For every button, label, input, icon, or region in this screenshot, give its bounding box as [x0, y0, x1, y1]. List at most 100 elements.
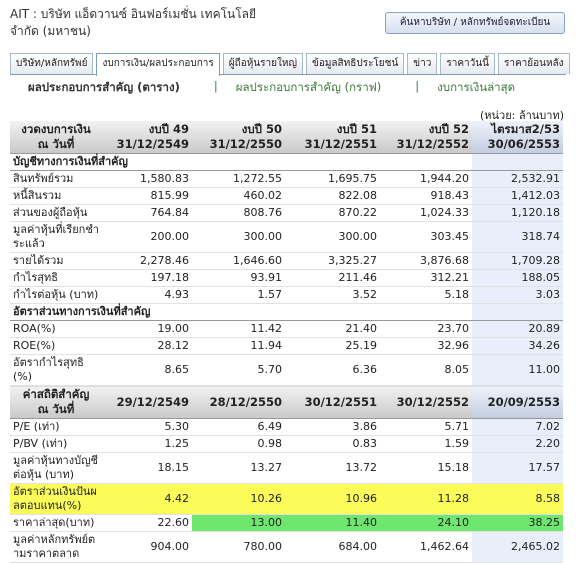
header-text: 20/09/2553 — [487, 394, 560, 409]
cell-value: 6.36 — [285, 354, 380, 386]
cell-value: 11.42 — [192, 320, 285, 338]
cell-value: 17.57 — [472, 452, 563, 484]
row-label: อัตรากำไรสุทธิ(%) — [10, 354, 102, 386]
company-title: AIT : บริษัท แอ็ดวานซ์ อินฟอร์เมชั่น เทค… — [10, 6, 256, 40]
tab[interactable]: ข้อมูลสิทธิประโยชน์ — [305, 53, 405, 74]
data-row: P/E (เท่า) 5.30 6.49 3.86 5.71 7.02 — [10, 418, 563, 436]
tab[interactable]: ข่าว — [407, 53, 438, 74]
data-row: รายได้รวม 2,278.46 1,646.60 3,325.27 3,876.6… — [10, 252, 563, 270]
cell-value: 870.22 — [285, 204, 380, 222]
header-cell: งบปี 51 31/12/2551 — [285, 121, 380, 154]
tab[interactable]: บริษัท/หลักทรัพย์ — [10, 53, 94, 74]
cell-value: 20.89 — [472, 320, 563, 338]
data-row: มูลค่าหุ้นที่เรียกชำระแล้ว 200.00 300.00 30… — [10, 221, 563, 253]
group-title: บัญชีทางการเงินที่สำคัญ — [10, 153, 472, 171]
cell-value: 460.02 — [192, 187, 285, 205]
row-label: P/E (เท่า) — [10, 418, 102, 436]
row-label: กำไรสุทธิ — [10, 269, 102, 287]
cell-value: 1.57 — [192, 286, 285, 304]
cell-value: 21.40 — [285, 320, 380, 338]
separator: | — [415, 79, 420, 93]
cell-value: 10.96 — [285, 483, 380, 515]
cell-value: 1,580.83 — [102, 170, 192, 188]
cell-value: 200.00 — [102, 221, 192, 253]
group-row: อัตราส่วนทางการเงินที่สำคัญ — [10, 303, 563, 321]
row-label: ROA(%) — [10, 320, 102, 338]
tab[interactable]: งบการเงิน/ผลประกอบการ — [96, 53, 220, 76]
data-row: สินทรัพย์รวม 1,580.83 1,272.55 1,695.75 1,94… — [10, 170, 563, 188]
tab[interactable]: ราคาวันนี้ — [440, 53, 495, 74]
data-row: ROE(%) 28.12 11.94 25.19 32.96 34.26 — [10, 337, 563, 355]
cell-value: 764.84 — [102, 204, 192, 222]
cell-value: 1,412.03 — [472, 187, 563, 205]
cell-value: 22.60 — [102, 514, 192, 532]
cell-value: 8.65 — [102, 354, 192, 386]
cell-value: 7.02 — [472, 418, 563, 436]
cell-value: 23.70 — [380, 320, 472, 338]
row-label: อัตราส่วนเงินปันผลตอบแทน(%) — [10, 483, 102, 515]
cell-value: 1,709.28 — [472, 252, 563, 270]
cell-value: 1,646.60 — [192, 252, 285, 270]
cell-value: 211.46 — [285, 269, 380, 287]
header-cell: 28/12/2550 — [192, 385, 285, 419]
cell-value: 5.71 — [380, 418, 472, 436]
cell-value: 0.83 — [285, 435, 380, 453]
cell-value: 2.20 — [472, 435, 563, 453]
row-label: สินทรัพย์รวม — [10, 170, 102, 188]
header-text: งบปี 52 — [428, 122, 469, 136]
cell-value: 5.70 — [192, 354, 285, 386]
row-label: กำไรต่อหุ้น (บาท) — [10, 286, 102, 304]
cell-value: 2,532.91 — [472, 170, 563, 188]
row-label: หนี้สินรวม — [10, 187, 102, 205]
cell-value: 300.00 — [192, 221, 285, 253]
cell-value: 93.91 — [192, 269, 285, 287]
header-cell: ค่าสถิติสำคัญณ วันที่ — [10, 385, 102, 419]
cell-value: 197.18 — [102, 269, 192, 287]
cell-value: 3.03 — [472, 286, 563, 304]
header-cell: 30/12/2551 — [285, 385, 380, 419]
cell-value: 1.59 — [380, 435, 472, 453]
search-button[interactable]: ค้นหาบริษัท / หลักทรัพย์จดทะเบียน — [385, 12, 565, 34]
separator: | — [213, 79, 218, 93]
data-row: ราคาล่าสุด(บาท) 22.60 13.00 11.40 24.10 38.25 — [10, 514, 563, 532]
unit-note: (หน่วย: ล้านบาท) — [479, 109, 564, 122]
cell-value: 25.19 — [285, 337, 380, 355]
cell-value: 8.58 — [472, 483, 563, 515]
header-text: งบปี 49 — [148, 122, 189, 136]
header-text: 28/12/2550 — [209, 394, 282, 409]
header-text: 31/12/2552 — [396, 137, 469, 151]
cell-value: 3.52 — [285, 286, 380, 304]
tab[interactable]: ผู้ถือหุ้นรายใหญ่ — [222, 53, 303, 74]
cell-value: 1,120.18 — [472, 204, 563, 222]
header-text: ไตรมาส2/53 — [491, 122, 560, 136]
header-cell: 29/12/2549 — [102, 385, 192, 419]
data-row: มูลค่าหลักทรัพย์ตามราคาตลาด 904.00 780.00 6… — [10, 531, 563, 563]
data-row: กำไรต่อหุ้น (บาท) 4.93 1.57 3.52 5.18 3.03 — [10, 286, 563, 304]
cell-value: 303.45 — [380, 221, 472, 253]
cell-value: 1,462.64 — [380, 531, 472, 563]
header-cell: 30/12/2552 — [380, 385, 472, 419]
sub-link[interactable]: งบการเงินล่าสุด — [437, 80, 516, 94]
cell-value: 312.21 — [380, 269, 472, 287]
row-label: มูลค่าหุ้นทางบัญชีต่อหุ้น (บาท) — [10, 452, 102, 484]
cell-value: 300.00 — [285, 221, 380, 253]
row-label: รายได้รวม — [10, 252, 102, 270]
title-line: จำกัด (มหาชน) — [10, 24, 91, 38]
cell-value: 11.28 — [380, 483, 472, 515]
sub-link[interactable]: ผลประกอบการสำคัญ (กราฟ) — [235, 80, 382, 94]
cell-value: 1,695.75 — [285, 170, 380, 188]
header-text: ค่าสถิติสำคัญ — [22, 387, 90, 401]
group-blank — [472, 303, 563, 321]
cell-value: 1,944.20 — [380, 170, 472, 188]
data-row: อัตราส่วนเงินปันผลตอบแทน(%) 4.42 10.26 10.9… — [10, 483, 563, 515]
tab[interactable]: ราคาย้อนหลัง — [497, 53, 570, 74]
cell-value: 3.86 — [285, 418, 380, 436]
cell-value: 13.00 — [192, 514, 285, 532]
group-blank — [472, 153, 563, 171]
cell-value: 3,876.68 — [380, 252, 472, 270]
group-row: บัญชีทางการเงินที่สำคัญ — [10, 153, 563, 171]
header-cell: งบปี 50 31/12/2550 — [192, 121, 285, 154]
cell-value: 808.76 — [192, 204, 285, 222]
cell-value: 5.18 — [380, 286, 472, 304]
